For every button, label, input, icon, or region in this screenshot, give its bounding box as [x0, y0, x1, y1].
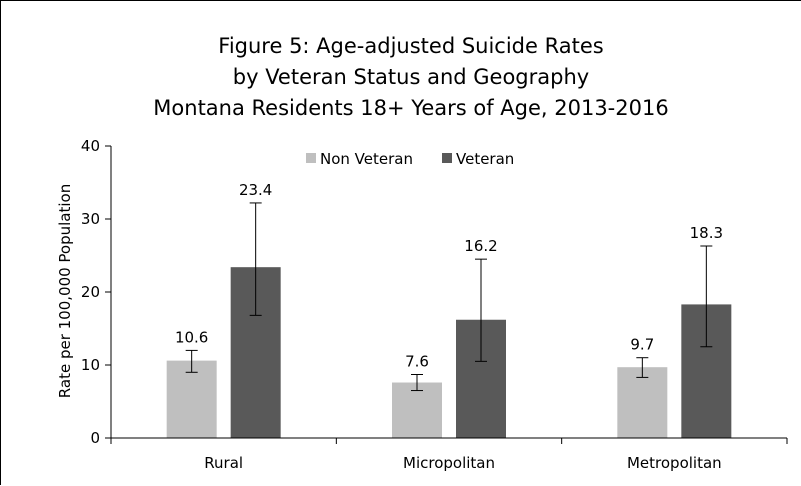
y-axis: 0 10 20 30 40: [81, 137, 112, 447]
data-label-non-veteran: 7.6: [405, 352, 429, 370]
bar-non-veteran: [166, 360, 217, 438]
data-label-veteran: 18.3: [690, 224, 723, 242]
bar-non-veteran: [392, 382, 442, 438]
y-tick-label: 10: [81, 356, 100, 374]
chart-title-line-1: Figure 5: Age-adjusted Suicide Rates: [218, 34, 603, 58]
x-category-label: Micropolitan: [403, 454, 495, 472]
legend-swatch-veteran: [442, 153, 452, 163]
y-tick-label: 30: [81, 210, 100, 228]
x-category-label: Metropolitan: [627, 454, 722, 472]
chart-title-line-3: Montana Residents 18+ Years of Age, 2013…: [153, 96, 668, 120]
x-axis: Rural Micropolitan Metropolitan: [110, 437, 788, 472]
legend: Non Veteran Veteran: [306, 150, 514, 168]
y-tick-label: 20: [81, 283, 100, 301]
y-axis-title: Rate per 100,000 Population: [56, 184, 74, 398]
bar-non-veteran: [617, 367, 668, 438]
data-label-non-veteran: 10.6: [175, 328, 208, 346]
data-label-veteran: 16.2: [464, 237, 497, 255]
y-tick-label: 40: [81, 137, 100, 155]
data-labels: 10.6 23.4 7.6 16.2 9.7 18.3: [175, 181, 723, 371]
x-category-label: Rural: [204, 454, 243, 472]
legend-label-non-veteran: Non Veteran: [320, 150, 413, 168]
data-label-veteran: 23.4: [239, 181, 272, 199]
legend-label-veteran: Veteran: [456, 150, 514, 168]
legend-swatch-non-veteran: [306, 153, 316, 163]
y-tick-label: 0: [90, 429, 100, 447]
chart-title-line-2: by Veteran Status and Geography: [233, 65, 589, 89]
chart-title: Figure 5: Age-adjusted Suicide Rates by …: [153, 34, 668, 120]
error-bars: [185, 202, 713, 392]
data-label-non-veteran: 9.7: [630, 336, 654, 354]
